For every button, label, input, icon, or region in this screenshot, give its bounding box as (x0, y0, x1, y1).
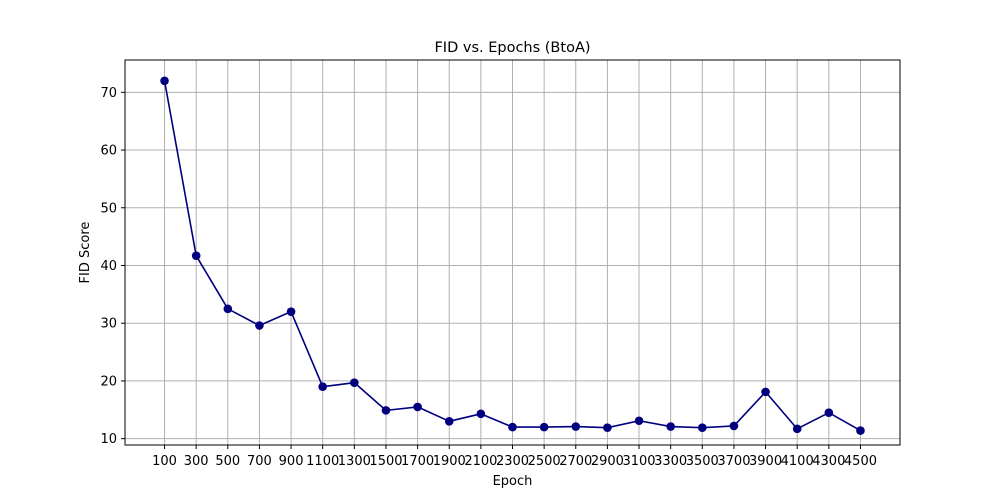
data-point (761, 387, 770, 397)
x-tick-label: 1500 (369, 454, 402, 469)
x-tick-label: 2700 (559, 454, 592, 469)
x-tick-label: 3700 (717, 454, 750, 469)
y-axis-ticks: 10 20 30 40 50 60 70 (100, 86, 125, 447)
data-point (255, 321, 264, 330)
x-tick-label: 3300 (654, 454, 687, 469)
y-tick-label: 30 (100, 317, 117, 332)
x-tick-label: 1700 (401, 454, 434, 469)
data-point (697, 423, 707, 432)
data-point (508, 422, 517, 432)
data-point (223, 304, 233, 314)
x-tick-label: 900 (279, 454, 304, 469)
data-point (571, 422, 581, 431)
data-point (856, 426, 865, 435)
data-point (729, 421, 739, 431)
data-point (476, 409, 486, 419)
x-tick-label: 4500 (844, 454, 877, 469)
x-tick-label: 300 (184, 454, 209, 469)
horizontal-grid-lines (125, 91, 900, 440)
y-axis-label: FID Score (78, 222, 93, 284)
x-tick-label: 2900 (591, 454, 624, 469)
x-tick-label: 3100 (622, 454, 655, 469)
y-tick-label: 40 (100, 259, 117, 274)
chart-title: FID vs. Epochs (BtoA) (434, 40, 590, 56)
x-tick-label: 2500 (528, 454, 561, 469)
data-point (413, 402, 422, 412)
data-point (634, 416, 644, 426)
y-tick-label: 20 (100, 374, 117, 389)
data-point (318, 382, 328, 392)
x-tick-label: 500 (215, 454, 240, 469)
data-point (666, 422, 675, 431)
data-point (603, 423, 612, 432)
y-tick-label: 70 (100, 86, 117, 101)
x-tick-label: 700 (247, 454, 272, 469)
x-tick-label: 3900 (749, 454, 782, 469)
data-point (286, 307, 296, 316)
x-tick-label: 3500 (686, 454, 719, 469)
x-tick-label: 1900 (433, 454, 466, 469)
y-tick-label: 10 (100, 432, 117, 447)
x-axis-label: Epoch (493, 474, 533, 489)
data-point (539, 422, 549, 432)
data-point (191, 251, 201, 260)
data-point (160, 76, 169, 86)
x-axis-ticks: 100 300 500 700 900 1100130015001700190021002… (152, 445, 877, 469)
data-point (792, 424, 802, 434)
x-tick-label: 1100 (306, 454, 339, 469)
data-point (350, 378, 359, 387)
data-point (444, 417, 454, 426)
series-group (160, 76, 865, 435)
data-point (381, 406, 391, 415)
x-tick-label: 1300 (338, 454, 371, 469)
x-tick-label: 2100 (464, 454, 497, 469)
x-tick-label: 4100 (781, 454, 814, 469)
data-point (824, 408, 834, 417)
y-tick-label: 50 (100, 201, 117, 216)
y-tick-label: 60 (100, 144, 117, 159)
x-tick-label: 4300 (812, 454, 845, 469)
x-tick-label: 2300 (496, 454, 529, 469)
x-tick-label: 100 (152, 454, 177, 469)
